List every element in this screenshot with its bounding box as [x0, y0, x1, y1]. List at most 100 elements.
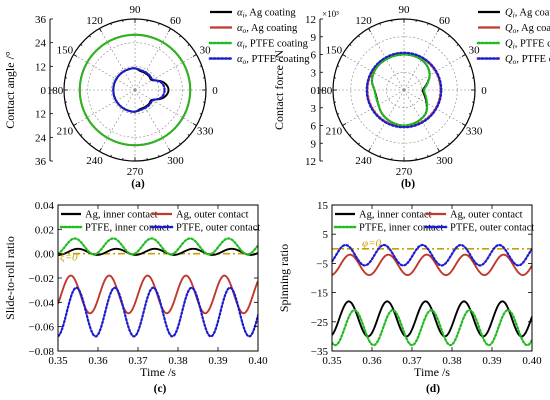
angle-tick: [73, 123, 78, 126]
x-tick-label: 0.39: [208, 355, 228, 367]
x-axis-label: Time /s: [414, 365, 450, 379]
y-tick-label: −35: [311, 346, 329, 358]
angle-tick-label: 30: [200, 45, 212, 57]
x-tick-label: 0.39: [482, 355, 502, 367]
angle-tick-label: 30: [469, 45, 481, 57]
radial-tick-label: 24: [35, 38, 47, 50]
polar-panel-b: 0306090120150180210240270300330129630369…: [272, 4, 550, 190]
y-axis-label: Contact force /N: [272, 50, 286, 130]
legend-label: Qi, PTFE coating: [505, 39, 550, 51]
angle-tick: [199, 113, 202, 115]
angle-tick: [80, 134, 83, 136]
angle-tick: [168, 28, 171, 33]
radial-tick-label: 36: [35, 14, 47, 26]
angle-tick: [379, 23, 381, 26]
x-tick-label: 0.37: [402, 355, 422, 367]
x-tick-label: 0.36: [88, 355, 108, 367]
angle-tick: [368, 28, 371, 33]
angle-tick-label: 300: [167, 155, 184, 167]
angle-tick: [456, 134, 459, 136]
line-series-4: [58, 286, 258, 338]
radial-tick-label: 24: [35, 132, 47, 144]
angle-tick: [437, 28, 440, 33]
line-series-3: [332, 309, 532, 347]
reference-annotation: φ=0: [362, 237, 382, 249]
x-axis-label: Time /s: [140, 365, 176, 379]
angle-tick-label: 330: [197, 126, 214, 138]
y-tick-label: 0.00: [35, 249, 55, 261]
angle-tick-label: 270: [127, 166, 144, 178]
angle-tick: [179, 142, 181, 145]
radial-tick-label: 6: [311, 121, 317, 133]
angle-tick-label: 240: [86, 155, 103, 167]
radial-tick-label: 3: [311, 67, 317, 79]
angle-tick: [342, 54, 347, 57]
grid-ring: [368, 54, 440, 126]
radial-tick-label: 36: [35, 156, 47, 168]
angle-tick: [199, 65, 202, 67]
line-panel-c: 0.35 0.36 0.37 0.38 0.39 0.40 −0.08 −0.06 −0.04 −…: [3, 200, 268, 395]
y-tick-label: −0.02: [29, 273, 54, 285]
angle-tick: [468, 113, 471, 115]
radial-tick-label: 12: [305, 14, 316, 26]
plot-area: [58, 237, 258, 338]
angle-tick: [337, 65, 340, 67]
angle-tick: [68, 65, 71, 67]
line-series-2: [332, 253, 532, 277]
radial-tick-label: 12: [305, 156, 316, 168]
angle-tick: [179, 35, 181, 38]
x-tick-label: 0.38: [442, 355, 462, 367]
angle-tick: [468, 65, 471, 67]
legend-label: Ag, inner contact: [85, 210, 158, 221]
line-series-4: [332, 243, 532, 267]
angle-tick: [187, 44, 190, 46]
angle-tick: [110, 23, 112, 26]
grid-spoke: [403, 89, 466, 126]
angle-tick: [461, 54, 466, 57]
angle-tick: [158, 154, 160, 157]
legend-label: Qo, PTFE coating: [505, 54, 550, 66]
legend-label: αo, Ag coating: [237, 23, 298, 35]
angle-tick: [89, 35, 91, 38]
angle-tick-label: 210: [57, 126, 74, 138]
x-tick-label: 0.40: [522, 355, 542, 367]
x-tick-label: 0.35: [322, 355, 342, 367]
angle-tick-label: 270: [396, 166, 413, 178]
angle-tick: [437, 147, 440, 152]
radial-tick-label: 0: [311, 85, 317, 97]
angle-tick: [368, 147, 371, 152]
legend-label: αo, PTFE coating: [237, 54, 310, 66]
y-axis-label: Spinning ratio: [277, 244, 291, 312]
line-series-3: [58, 237, 258, 256]
x-tick-label: 0.40: [248, 355, 268, 367]
radial-tick-label: 9: [311, 138, 317, 150]
legend-label: PTFE, outer contact: [450, 223, 534, 234]
angle-tick: [456, 44, 459, 46]
radial-tick-label: 3: [311, 103, 317, 115]
angle-tick-label: 90: [399, 4, 411, 16]
angle-tick: [80, 44, 83, 46]
angle-tick: [379, 154, 381, 157]
angle-tick: [358, 35, 360, 38]
grid-ring: [111, 66, 159, 114]
angle-tick: [73, 54, 78, 57]
angle-tick-label: 150: [326, 45, 343, 57]
angle-tick-label: 300: [436, 155, 453, 167]
angle-tick-label: 60: [439, 15, 451, 27]
reference-annotation: ξ=0: [60, 251, 78, 263]
angle-tick: [187, 134, 190, 136]
angle-tick-label: 90: [130, 4, 142, 16]
legend-label: Qi, Ag coating: [505, 8, 550, 20]
y-tick-label: −0.08: [29, 346, 55, 358]
angle-tick: [99, 147, 102, 152]
legend-label: PTFE, inner contact: [85, 223, 169, 234]
angle-tick: [158, 23, 160, 26]
x-tick-label: 0.38: [168, 355, 188, 367]
angle-tick: [337, 113, 340, 115]
y-tick-label: −0.06: [29, 322, 55, 334]
y-tick-label: −25: [311, 317, 329, 329]
y-axis-label: Slide-to-roll ratio: [3, 236, 17, 320]
radial-tick-label: 0: [41, 85, 47, 97]
panel-caption: (c): [154, 383, 167, 395]
scale-note: ×10³: [322, 9, 339, 19]
